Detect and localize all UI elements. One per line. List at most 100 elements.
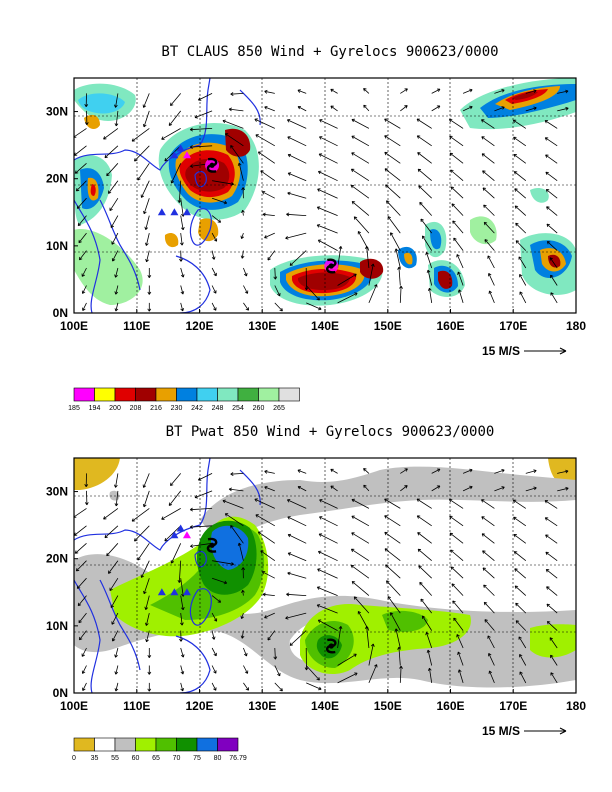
wind-vector [482, 567, 495, 579]
wind-vector [304, 647, 309, 671]
wind-vector [416, 515, 432, 527]
wind-vector [481, 533, 495, 544]
wind-vector [419, 581, 432, 596]
wind-vector [264, 612, 275, 619]
wind-vector [255, 134, 276, 147]
wind-vector [147, 268, 152, 279]
wind-vector [140, 180, 150, 198]
colorbar-label: 60 [132, 755, 140, 762]
wind-vector [350, 564, 370, 579]
wind-vector [297, 106, 307, 112]
wind-vector [450, 566, 464, 579]
wind-vector [514, 205, 527, 216]
wind-vector [84, 93, 89, 108]
wind-vector [147, 285, 152, 295]
wind-vector [386, 200, 401, 216]
wind-vector [211, 665, 217, 674]
wind-vector [230, 92, 244, 96]
wind-vector [131, 128, 150, 142]
panel-2-reference-vector: 15 M/S [482, 724, 567, 738]
wind-vector [545, 189, 558, 199]
colorbar-swatch [94, 387, 116, 402]
wind-vector [304, 267, 309, 291]
wind-vector [384, 515, 401, 527]
y-tick-label: 20N [46, 172, 68, 186]
wind-vector [84, 473, 89, 488]
wind-vector [74, 163, 87, 174]
wind-vector [384, 531, 401, 544]
wind-vector [350, 168, 370, 182]
wind-vector [400, 88, 408, 94]
gyre-center-marker [206, 537, 218, 553]
x-tick-label: 180 [566, 319, 586, 333]
wind-vector [513, 171, 527, 182]
y-tick-label: 0N [53, 686, 68, 700]
gyre-center-marker [324, 258, 339, 274]
wind-vector [513, 154, 527, 164]
wind-vector [400, 468, 408, 474]
wind-vector [140, 560, 150, 578]
wind-vector [84, 110, 89, 126]
wind-vector [420, 218, 433, 234]
x-tick-label: 170E [499, 699, 527, 713]
colorbar-label: 70 [173, 755, 181, 762]
wind-vector [488, 652, 495, 666]
wind-vector [194, 110, 213, 119]
colorbar-swatch [278, 387, 300, 402]
wind-vector [482, 187, 495, 199]
wind-vector [449, 135, 464, 147]
wind-vector [519, 291, 527, 304]
colorbar-swatch [155, 737, 177, 752]
x-tick-label: 130E [248, 699, 276, 713]
wind-vector [545, 171, 558, 182]
gyre-center-marker [205, 157, 220, 173]
wind-vector [75, 560, 87, 572]
wind-vector [330, 468, 338, 474]
wind-vector [264, 232, 275, 239]
colorbar-label: 194 [89, 405, 101, 412]
wind-vector [114, 285, 119, 295]
wind-vector [319, 136, 338, 147]
wind-vector [390, 612, 401, 631]
wind-vector [197, 93, 213, 101]
colorbar-label: 75 [193, 755, 201, 762]
wind-vector [317, 170, 338, 182]
wind-vector [483, 601, 495, 614]
wind-vector [319, 516, 338, 527]
wind-vector [180, 267, 185, 278]
wind-vector [211, 612, 218, 622]
wind-vector [257, 151, 276, 164]
wind-vector [78, 232, 87, 244]
wind-vector [264, 106, 275, 112]
colorbar-swatch [155, 387, 177, 402]
colorbar-swatch [196, 387, 218, 402]
wind-vector [385, 184, 401, 199]
panel-1-title: BT CLAUS 850 Wind + Gyrelocs 900623/0000 [161, 44, 498, 60]
wind-vector [316, 586, 338, 596]
wind-vector [462, 468, 473, 474]
wind-vector [488, 290, 495, 304]
wind-vector [487, 255, 495, 269]
wind-vector [397, 266, 402, 286]
wind-vector [189, 507, 213, 512]
wind-vector [363, 468, 370, 474]
wind-vector [230, 145, 244, 164]
wind-vector [287, 516, 307, 527]
wind-vector [550, 274, 558, 286]
wind-vector [351, 498, 370, 509]
colorbar-label: 55 [111, 755, 119, 762]
x-tick-label: 120E [185, 699, 213, 713]
wind-vector [353, 596, 370, 614]
wind-vector [457, 669, 464, 684]
wind-vector [494, 106, 505, 112]
wind-vector [525, 469, 537, 474]
wind-vector [143, 578, 150, 595]
wind-vector [384, 548, 401, 562]
wind-vector [519, 273, 527, 286]
wind-vector [180, 302, 184, 312]
wind-vector [400, 485, 408, 492]
wind-vector [114, 665, 119, 675]
wind-vector [319, 119, 338, 129]
wind-vector [240, 232, 245, 240]
colorbar-swatch [217, 737, 239, 752]
